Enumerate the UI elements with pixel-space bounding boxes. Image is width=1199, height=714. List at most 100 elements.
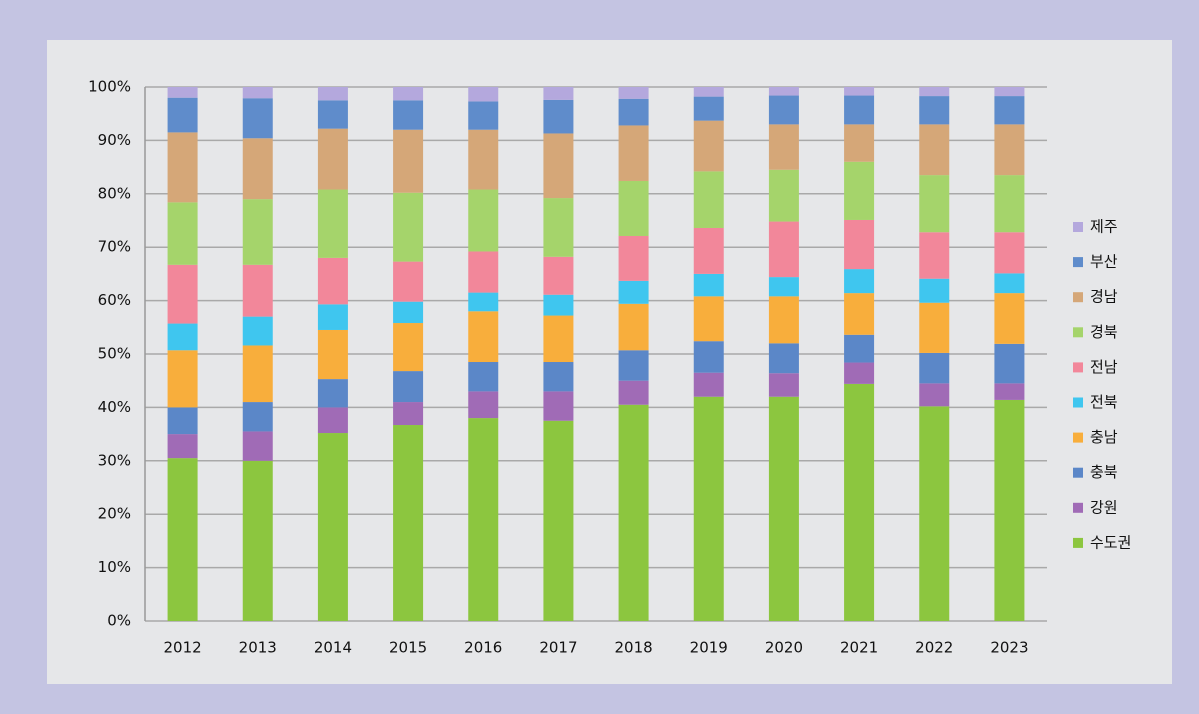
- legend-swatch: [1073, 292, 1083, 303]
- bar-segment: [393, 192, 424, 262]
- bar-segment: [919, 124, 950, 176]
- bar-segment: [543, 420, 574, 621]
- bar-segment: [393, 100, 424, 130]
- bar-segment: [844, 219, 875, 270]
- bar-segment: [618, 380, 649, 405]
- legend-label: 전남: [1090, 358, 1118, 376]
- bar-segment: [693, 341, 724, 373]
- bar-segment: [543, 87, 574, 100]
- bar-segment: [317, 329, 348, 380]
- bar-segment: [543, 99, 574, 134]
- bar-segment: [919, 278, 950, 303]
- bar-segment: [393, 425, 424, 621]
- bar-segment: [242, 460, 273, 621]
- bar-segment: [693, 396, 724, 621]
- bar-segment: [844, 334, 875, 363]
- bar-segment: [242, 264, 273, 317]
- bar-segment: [543, 133, 574, 199]
- bar-segment: [618, 280, 649, 304]
- bar-segment: [919, 87, 950, 97]
- x-tick-label: 2013: [239, 639, 277, 657]
- bar-segment: [768, 124, 799, 170]
- bar-segment: [393, 371, 424, 403]
- bar-segment: [919, 352, 950, 384]
- bar-segment: [167, 132, 198, 203]
- bar-segment: [167, 264, 198, 324]
- bar-segment: [468, 418, 499, 621]
- bar-segment: [618, 98, 649, 126]
- bar-segment: [468, 101, 499, 130]
- bar-segment: [543, 294, 574, 316]
- x-tick-label: 2012: [163, 639, 201, 657]
- bar-segment: [844, 95, 875, 125]
- bar-segment: [317, 128, 348, 190]
- x-tick-label: 2019: [690, 639, 728, 657]
- bar-segment: [468, 292, 499, 312]
- y-tick-label: 10%: [98, 558, 131, 576]
- bar-segment: [393, 323, 424, 372]
- x-tick-label: 2017: [539, 639, 577, 657]
- legend-label: 경북: [1090, 323, 1118, 341]
- bar-segment: [167, 97, 198, 133]
- bar-segment: [317, 304, 348, 330]
- bar-segment: [242, 345, 273, 403]
- bar-segment: [693, 120, 724, 172]
- bar-segment: [994, 232, 1025, 274]
- y-tick-label: 30%: [98, 451, 131, 469]
- bar-segment: [994, 124, 1025, 176]
- y-tick-label: 90%: [98, 131, 131, 149]
- bar-segment: [844, 87, 875, 96]
- y-tick-label: 70%: [98, 238, 131, 256]
- x-tick-label: 2022: [915, 639, 953, 657]
- bar-segment: [393, 402, 424, 426]
- bar-segment: [543, 391, 574, 421]
- bar-segment: [994, 293, 1025, 344]
- x-tick-label: 2020: [765, 639, 803, 657]
- bar-segment: [468, 311, 499, 363]
- y-tick-label: 0%: [107, 612, 131, 630]
- bar-segment: [167, 458, 198, 621]
- bar-segment: [768, 95, 799, 125]
- bar-segment: [919, 232, 950, 279]
- bar-segment: [693, 273, 724, 297]
- legend-swatch: [1073, 502, 1083, 513]
- bar-segment: [693, 227, 724, 274]
- bar-segment: [317, 87, 348, 101]
- bar-segment: [167, 434, 198, 459]
- bar-segment: [844, 383, 875, 621]
- bar-segment: [468, 189, 499, 252]
- bar-segment: [618, 235, 649, 281]
- bar-segment: [994, 399, 1025, 621]
- bar-segment: [167, 407, 198, 435]
- x-tick-label: 2018: [614, 639, 652, 657]
- bar-segment: [768, 221, 799, 278]
- legend-swatch: [1073, 537, 1083, 548]
- bar-segment: [242, 402, 273, 432]
- bar-segment: [844, 269, 875, 294]
- bar-segment: [393, 261, 424, 302]
- bar-segment: [167, 87, 198, 98]
- bar-segment: [844, 362, 875, 384]
- bar-segment: [167, 350, 198, 408]
- y-tick-label: 100%: [88, 78, 131, 96]
- bar-segment: [768, 277, 799, 297]
- bar-segment: [317, 407, 348, 434]
- x-tick-label: 2016: [464, 639, 502, 657]
- bar-segment: [468, 251, 499, 293]
- bar-segment: [618, 350, 649, 381]
- bar-segment: [242, 431, 273, 461]
- bar-segment: [468, 129, 499, 190]
- bar-segment: [994, 273, 1025, 294]
- bar-segment: [693, 87, 724, 97]
- bar-segment: [994, 383, 1025, 400]
- bar-segment: [543, 315, 574, 363]
- bar-segment: [919, 302, 950, 353]
- bar-segment: [393, 129, 424, 193]
- panel: [47, 40, 1172, 684]
- bar-segment: [768, 87, 799, 96]
- bar-segment: [543, 362, 574, 392]
- bar-segment: [317, 100, 348, 129]
- bar-segment: [468, 391, 499, 419]
- bar-segment: [693, 171, 724, 228]
